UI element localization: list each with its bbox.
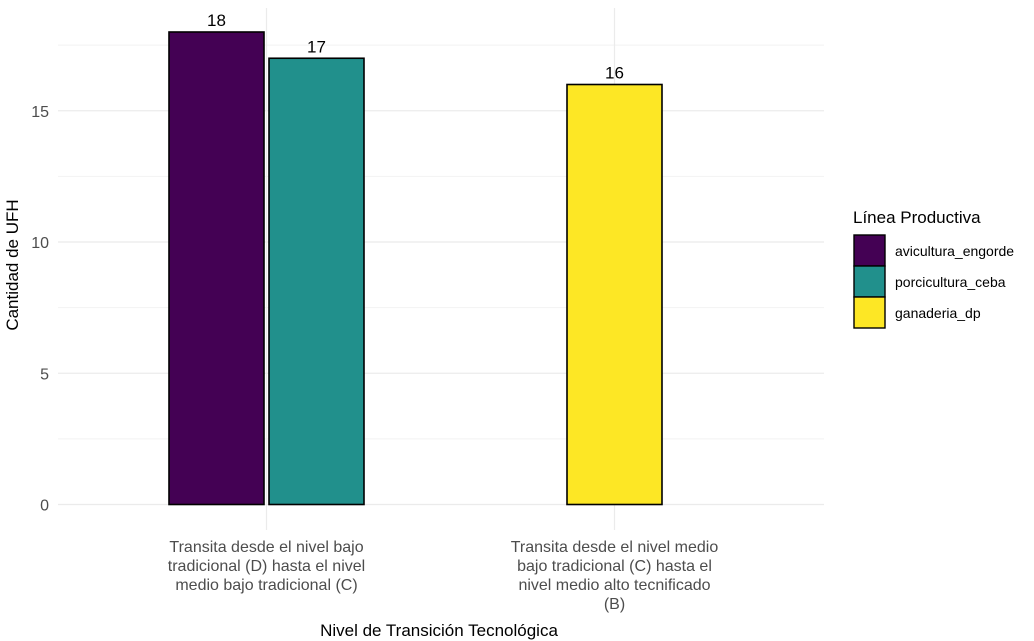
y-tick-label: 10 <box>31 235 49 252</box>
legend-label: porcicultura_ceba <box>895 274 1006 290</box>
bar-ganaderia_dp <box>566 83 663 506</box>
bar-avicultura_engorde <box>168 31 265 506</box>
bars <box>168 31 663 506</box>
data-label: 16 <box>605 64 624 83</box>
y-axis-ticks: 0 5 10 15 <box>31 104 49 515</box>
x-tick-label: Transita desde el nivel bajo tradicional … <box>168 539 365 594</box>
y-axis-title: Cantidad de UFH <box>3 199 22 330</box>
y-tick-label: 0 <box>40 498 49 515</box>
data-label: 17 <box>307 37 326 56</box>
legend: Línea Productiva avicultura_engordeporci… <box>853 208 1014 329</box>
legend-swatch-avicultura_engorde <box>853 234 886 267</box>
legend-label: avicultura_engorde <box>895 243 1014 259</box>
bar-porcicultura_ceba <box>268 57 365 506</box>
x-axis-title: Nivel de Transición Tecnológica <box>320 621 558 640</box>
data-label: 18 <box>207 11 226 30</box>
y-tick-label: 5 <box>40 366 49 383</box>
data-labels: 18 17 16 <box>207 11 624 83</box>
y-tick-label: 15 <box>31 104 49 121</box>
legend-label: ganaderia_dp <box>895 305 981 321</box>
legend-title: Línea Productiva <box>853 208 981 227</box>
legend-swatch-ganaderia_dp <box>853 296 886 329</box>
x-tick-label: Transita desde el nivel medio bajo tradic… <box>511 539 719 613</box>
x-axis-ticks: Transita desde el nivel bajo tradicional … <box>168 539 719 613</box>
legend-swatch-porcicultura_ceba <box>853 265 886 298</box>
